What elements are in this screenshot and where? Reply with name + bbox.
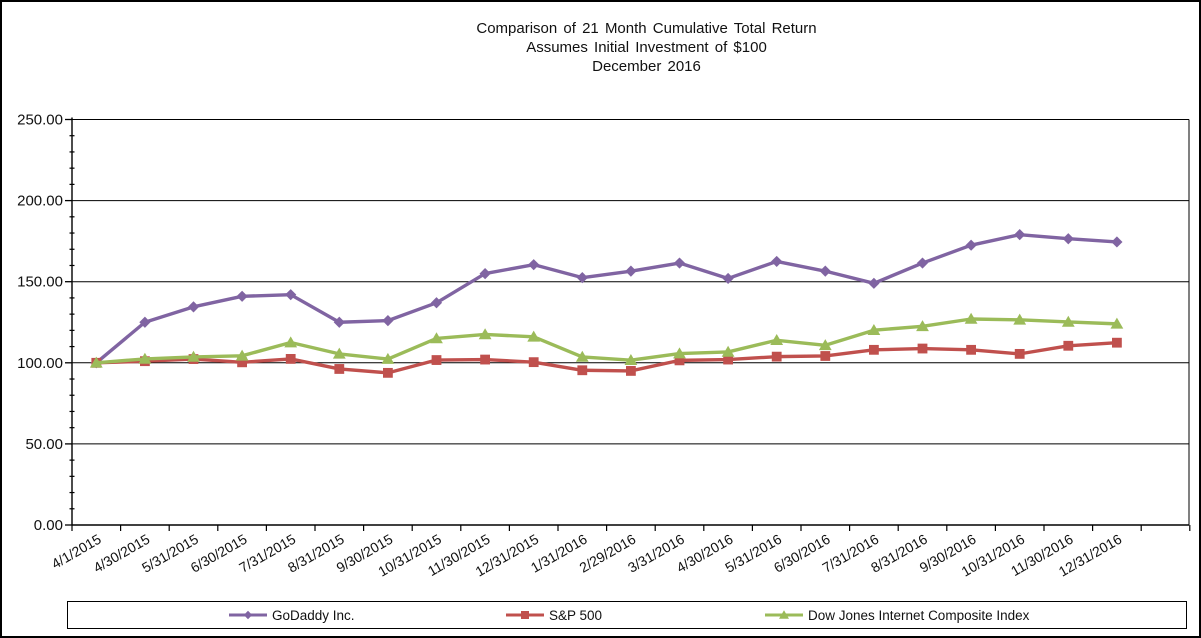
legend-entry-sp500: S&P 500 [505,602,602,628]
svg-text:150.00: 150.00 [17,274,63,291]
chart-title-line1: Comparison of 21 Month Cumulative Total … [476,20,817,37]
y-axis-labels: 0.00 50.00 100.00 150.00 200.00 250.00 [17,112,63,535]
legend-label-dowjones: Dow Jones Internet Composite Index [808,607,1030,623]
godaddy-line-marker-icon [229,610,267,620]
chart-title-block: Comparison of 21 Month Cumulative Total … [94,19,1199,76]
y-axis-ticks [65,118,75,526]
y-gridlines [72,119,1189,526]
x-axis-ticks [71,525,1191,531]
series-0-diamond [90,229,1123,369]
plot-frame [71,117,1190,525]
legend-label-godaddy: GoDaddy Inc. [272,607,355,623]
svg-text:50.00: 50.00 [25,436,63,453]
svg-text:0.00: 0.00 [34,517,63,534]
chart-title-line2: Assumes Initial Investment of $100 [526,39,767,56]
svg-text:100.00: 100.00 [17,355,63,372]
legend-entry-dowjones: Dow Jones Internet Composite Index [764,602,1029,628]
legend-label-sp500: S&P 500 [549,607,603,623]
sp500-line-marker-icon [506,611,544,619]
svg-text:200.00: 200.00 [17,193,63,210]
legend-entry-godaddy: GoDaddy Inc. [228,602,355,628]
x-axis-labels: 4/1/20154/30/20155/31/20156/30/20157/31/… [49,531,1125,580]
series-2-triangle [89,312,1124,368]
chart-title-line3: December 2016 [592,58,701,75]
svg-text:250.00: 250.00 [17,112,63,129]
chart-legend: GoDaddy Inc. S&P 500 Dow Jones Internet … [67,601,1187,629]
dowjones-line-marker-icon [765,610,803,619]
